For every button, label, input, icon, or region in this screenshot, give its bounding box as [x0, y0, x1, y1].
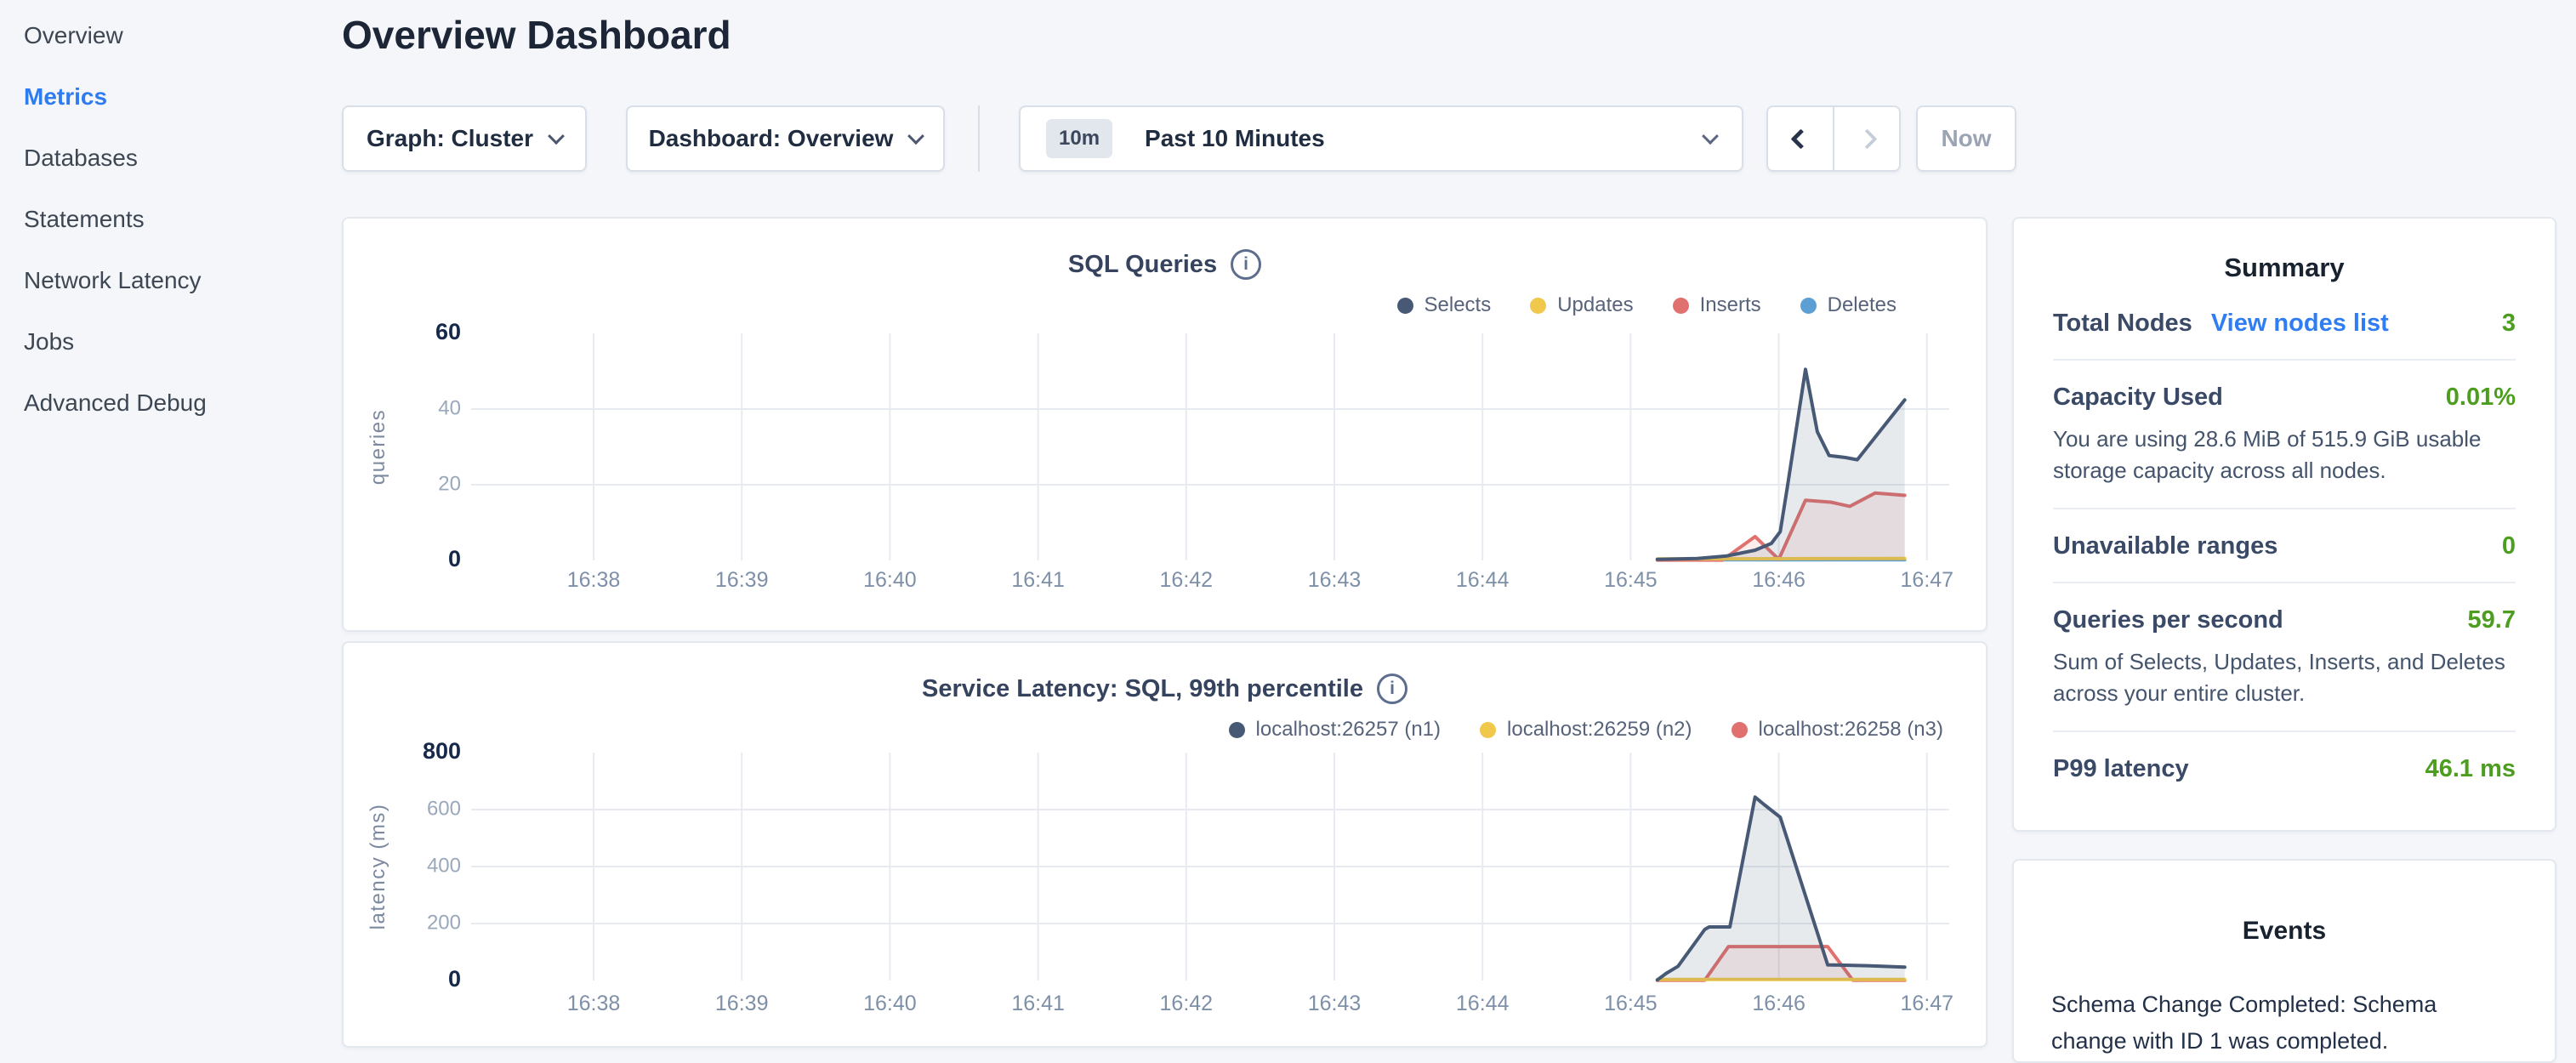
events-title: Events: [2051, 917, 2517, 946]
sidebar-item-databases[interactable]: Databases: [0, 128, 340, 189]
service-latency-chart[interactable]: 0 200 400 600 800 16:38 16:39 16:40 16:41 16:42 16…: [369, 725, 1968, 1031]
y-axis-title: queries: [369, 409, 390, 485]
dashboard-dropdown[interactable]: Dashboard: Overview: [626, 105, 945, 172]
y-tick-label: 0: [448, 546, 461, 571]
y-tick-label: 200: [427, 911, 461, 934]
y-tick-label: 60: [435, 319, 461, 344]
controls-divider: [978, 105, 980, 172]
time-range-label: Past 10 Minutes: [1145, 125, 1325, 152]
event-item: Schema Change Completed: Schema change w…: [2051, 986, 2517, 1063]
chevron-down-icon: [548, 128, 565, 145]
time-step-forward-button[interactable]: [1833, 107, 1899, 170]
summary-row-value: 46.1 ms: [2425, 755, 2516, 783]
info-icon[interactable]: i: [1377, 674, 1407, 704]
x-tick-label: 16:45: [1604, 568, 1658, 592]
summary-row: Unavailable ranges 0: [2053, 508, 2516, 582]
chevron-left-icon: [1790, 128, 1811, 149]
summary-row-description: You are using 28.6 MiB of 515.9 GiB usab…: [2053, 423, 2516, 486]
x-tick-label: 16:38: [567, 568, 621, 592]
now-button[interactable]: Now: [1916, 105, 2016, 172]
x-tick-label: 16:43: [1308, 568, 1362, 592]
event-message: Schema Change Completed: Schema change w…: [2051, 986, 2476, 1060]
chart-title: SQL Queries: [1068, 251, 1217, 279]
x-tick-label: 16:41: [1011, 992, 1065, 1015]
summary-row: Total Nodes View nodes list 3: [2053, 287, 2516, 359]
y-axis-title: latency (ms): [369, 804, 390, 930]
x-tick-label: 16:42: [1160, 992, 1214, 1015]
x-tick-label: 16:39: [715, 568, 769, 592]
x-tick-label: 16:39: [715, 992, 769, 1015]
summary-row-label: Unavailable ranges: [2053, 532, 2277, 560]
info-icon[interactable]: i: [1231, 249, 1261, 280]
events-panel: Events Schema Change Completed: Schema c…: [2012, 859, 2556, 1063]
x-tick-label: 16:46: [1752, 568, 1805, 592]
y-tick-label: 0: [448, 966, 461, 992]
sql-queries-chart[interactable]: 0 20 40 60 16:38 16:39 16:40 16:41 16:42 16:43 16:…: [369, 308, 1968, 605]
summary-row: Queries per second 59.7 Sum of Selects, Up…: [2053, 582, 2516, 730]
x-tick-label: 16:40: [863, 568, 917, 592]
y-tick-label: 800: [423, 738, 461, 764]
x-tick-label: 16:42: [1160, 568, 1214, 592]
summary-row-label: P99 latency: [2053, 755, 2189, 783]
summary-panel: Summary Total Nodes View nodes list 3 Capac…: [2012, 217, 2556, 832]
summary-row: P99 latency 46.1 ms: [2053, 730, 2516, 804]
sidebar-item-advanced-debug[interactable]: Advanced Debug: [0, 372, 340, 434]
sidebar-item-statements[interactable]: Statements: [0, 189, 340, 250]
time-range-badge: 10m: [1046, 119, 1112, 158]
x-tick-label: 16:46: [1752, 992, 1805, 1015]
y-tick-label: 20: [438, 472, 461, 495]
summary-row-value: 3: [2502, 310, 2516, 338]
sidebar-item-jobs[interactable]: Jobs: [0, 311, 340, 372]
time-step-back-button[interactable]: [1768, 107, 1833, 170]
time-range-select[interactable]: 10m Past 10 Minutes: [1019, 105, 1743, 172]
x-tick-label: 16:44: [1456, 568, 1510, 592]
x-tick-label: 16:45: [1604, 992, 1658, 1015]
view-nodes-list-link[interactable]: View nodes list: [2211, 310, 2389, 338]
summary-row-description: Sum of Selects, Updates, Inserts, and De…: [2053, 646, 2516, 709]
graph-dropdown[interactable]: Graph: Cluster: [342, 105, 587, 172]
sidebar-item-metrics[interactable]: Metrics: [0, 66, 340, 128]
summary-row-label: Capacity Used: [2053, 384, 2223, 412]
x-tick-label: 16:41: [1011, 568, 1065, 592]
y-tick-label: 600: [427, 797, 461, 820]
summary-row-value: 0.01%: [2446, 384, 2516, 412]
x-tick-label: 16:47: [1901, 992, 1954, 1015]
dashboard-dropdown-label: Dashboard: Overview: [649, 125, 894, 152]
x-tick-label: 16:40: [863, 992, 917, 1015]
summary-row-label: Queries per second: [2053, 606, 2283, 634]
time-step-buttons: [1766, 105, 1901, 172]
chevron-right-icon: [1857, 128, 1877, 149]
x-tick-label: 16:47: [1901, 568, 1954, 592]
summary-row-value: 0: [2502, 532, 2516, 560]
x-tick-label: 16:38: [567, 992, 621, 1015]
service-latency-chart-card: Service Latency: SQL, 99th percentile i …: [342, 641, 1987, 1048]
summary-row: Capacity Used 0.01% You are using 28.6 MiB…: [2053, 359, 2516, 508]
page-title: Overview Dashboard: [342, 12, 731, 58]
y-tick-label: 400: [427, 854, 461, 877]
x-tick-label: 16:43: [1308, 992, 1362, 1015]
sidebar-item-overview[interactable]: Overview: [0, 5, 340, 66]
graph-dropdown-label: Graph: Cluster: [367, 125, 533, 152]
chart-title: Service Latency: SQL, 99th percentile: [922, 675, 1363, 703]
sidebar-item-network-latency[interactable]: Network Latency: [0, 250, 340, 311]
x-tick-label: 16:44: [1456, 992, 1510, 1015]
summary-title: Summary: [2053, 253, 2516, 283]
summary-row-value: 59.7: [2468, 606, 2516, 634]
chevron-down-icon: [908, 128, 925, 145]
y-tick-label: 40: [438, 396, 461, 419]
chevron-down-icon: [1702, 128, 1719, 145]
summary-row-label: Total Nodes: [2053, 310, 2192, 338]
